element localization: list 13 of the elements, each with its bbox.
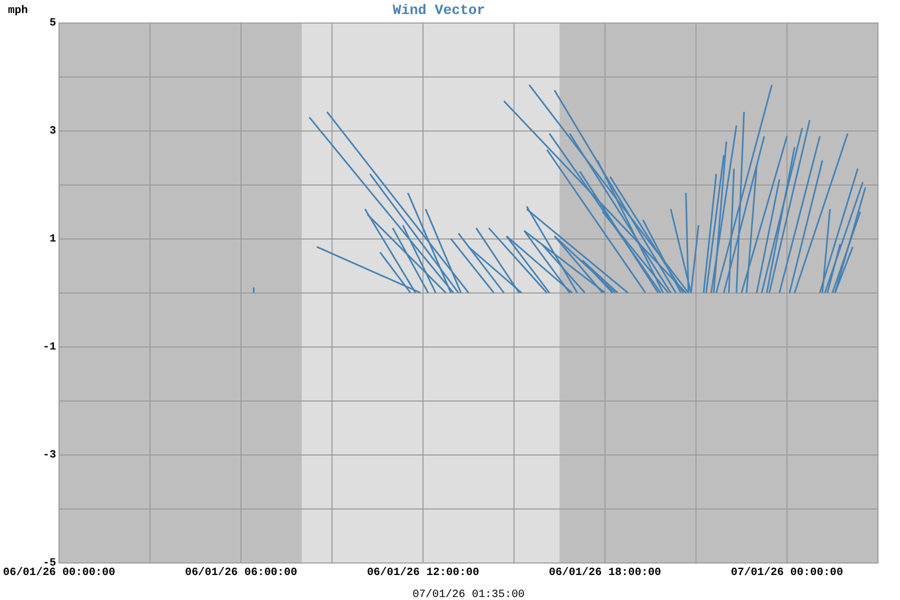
y-tick-label: -3: [42, 450, 57, 462]
x-tick-label: 06/01/26 12:00:00: [366, 567, 480, 580]
y-tick-label: 3: [50, 126, 56, 138]
y-axis-title: mph: [8, 4, 28, 17]
x-tick-label: 07/01/26 00:00:00: [730, 567, 844, 580]
text: 07/01/26 01:35:00: [412, 588, 525, 600]
chart-title: Wind Vector: [392, 2, 486, 19]
x-tick-label: 06/01/26 06:00:00: [184, 567, 298, 580]
x-tick-label: 06/01/26 18:00:00: [548, 567, 662, 580]
y-tick-label: 5: [50, 18, 56, 30]
y-tick-label: 1: [50, 234, 56, 246]
y-tick-label: -1: [42, 342, 57, 354]
x-tick-label: 06/01/26 00:00:00: [3, 567, 116, 580]
